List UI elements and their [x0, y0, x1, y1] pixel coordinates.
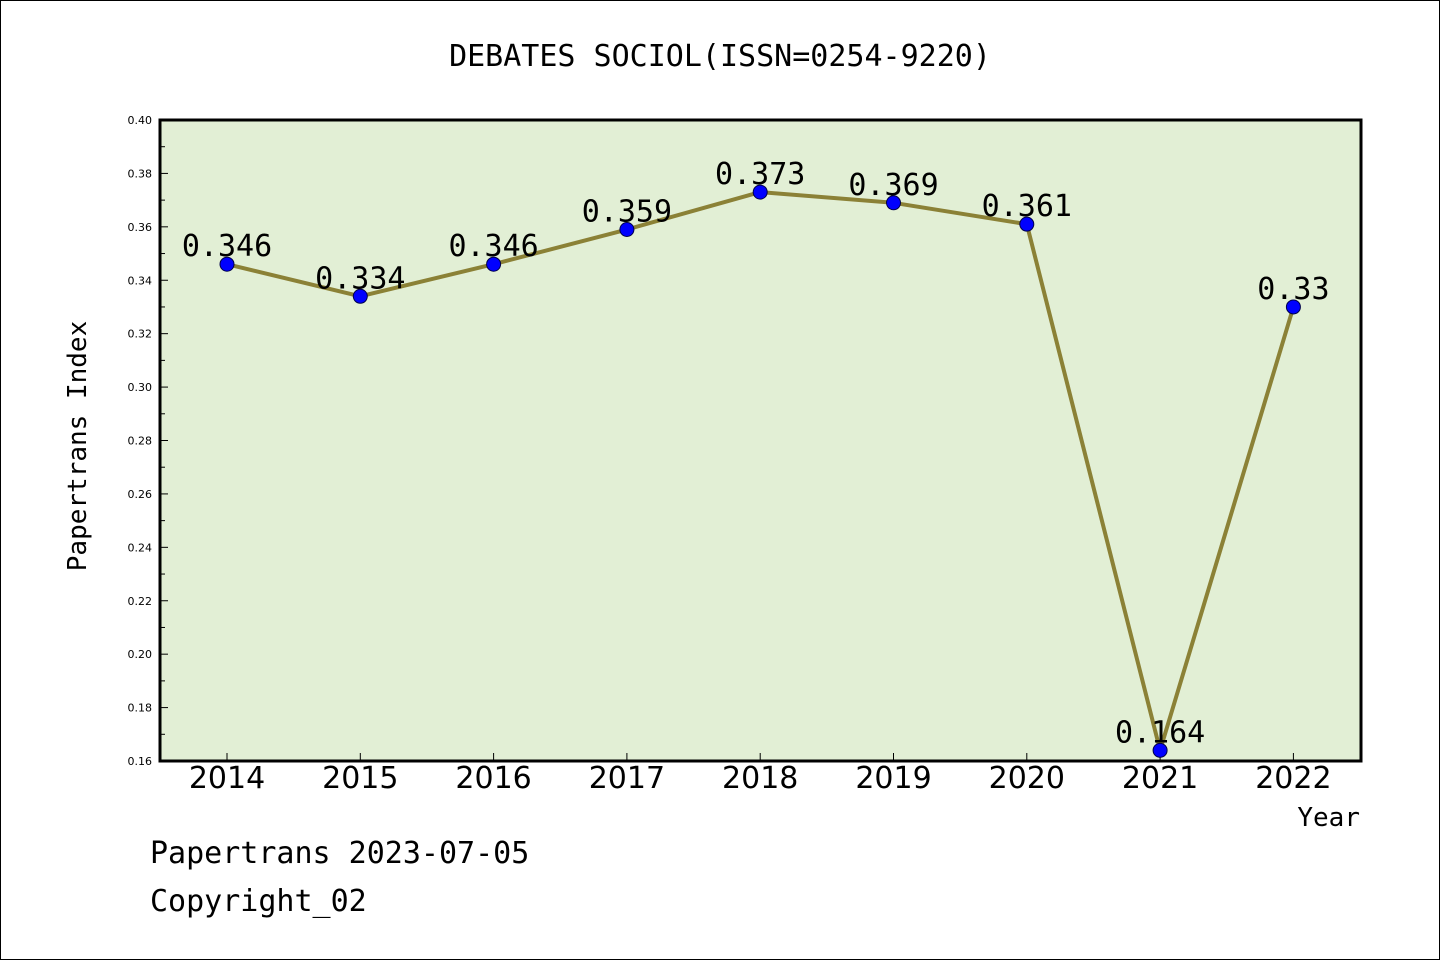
x-tick-label: 2022	[1255, 761, 1331, 796]
data-label: 0.346	[448, 229, 538, 264]
data-point	[1152, 742, 1168, 758]
data-label: 0.33	[1257, 272, 1329, 307]
y-axis-label: Papertrans Index	[63, 321, 93, 571]
data-label: 0.346	[182, 229, 272, 264]
y-tick-label: 0.40	[128, 114, 153, 127]
data-label: 0.164	[1115, 715, 1205, 750]
y-tick-label: 0.32	[128, 328, 153, 341]
x-tick-label: 2021	[1122, 761, 1198, 796]
data-label: 0.334	[315, 261, 405, 296]
y-tick-label: 0.24	[128, 541, 153, 554]
x-tick-label: 2020	[989, 761, 1065, 796]
footer-date: Papertrans 2023-07-05	[150, 836, 530, 871]
x-axis: 2014 2015 2016 2017 2018 2019 2020 2021 2022	[189, 753, 1332, 796]
data-point	[219, 256, 235, 272]
y-tick-label: 0.36	[128, 221, 153, 234]
data-point	[752, 184, 768, 200]
x-tick-label: 2016	[455, 761, 531, 796]
x-axis-label: Year	[1297, 803, 1360, 833]
footer-copyright: Copyright_02	[150, 884, 367, 919]
data-point	[486, 256, 502, 272]
chart-title: DEBATES SOCIOL(ISSN=0254-9220)	[449, 39, 991, 74]
series: 0.346 0.334 0.346 0.359 0.373 0.369 0.361 0.164…	[182, 157, 1330, 758]
data-label: 0.359	[582, 195, 672, 230]
data-label: 0.373	[715, 157, 805, 192]
data-label: 0.369	[848, 168, 938, 203]
data-point	[352, 288, 368, 304]
y-tick-label: 0.26	[128, 488, 153, 501]
y-tick-label: 0.38	[128, 167, 153, 180]
data-point	[886, 195, 901, 211]
x-tick-label: 2018	[722, 761, 798, 796]
y-tick-label: 0.16	[128, 755, 153, 768]
data-point	[1019, 216, 1035, 232]
y-tick-label: 0.28	[128, 435, 153, 448]
x-tick-label: 2015	[322, 761, 398, 796]
x-tick-label: 2014	[189, 761, 265, 796]
data-label: 0.361	[982, 189, 1072, 224]
y-tick-label: 0.30	[128, 381, 153, 394]
data-point	[619, 222, 635, 238]
y-tick-label: 0.18	[128, 702, 153, 715]
y-tick-label: 0.34	[128, 274, 153, 287]
x-tick-label: 2017	[589, 761, 665, 796]
y-tick-label: 0.22	[128, 595, 153, 608]
y-tick-label: 0.20	[128, 648, 153, 661]
data-point	[1285, 299, 1301, 315]
plot-area	[158, 118, 1363, 763]
y-axis: 0.16 0.18 0.20 0.22 0.24 0.26 0.28 0.30 0.32 0.34…	[128, 114, 168, 768]
x-tick-label: 2019	[855, 761, 931, 796]
